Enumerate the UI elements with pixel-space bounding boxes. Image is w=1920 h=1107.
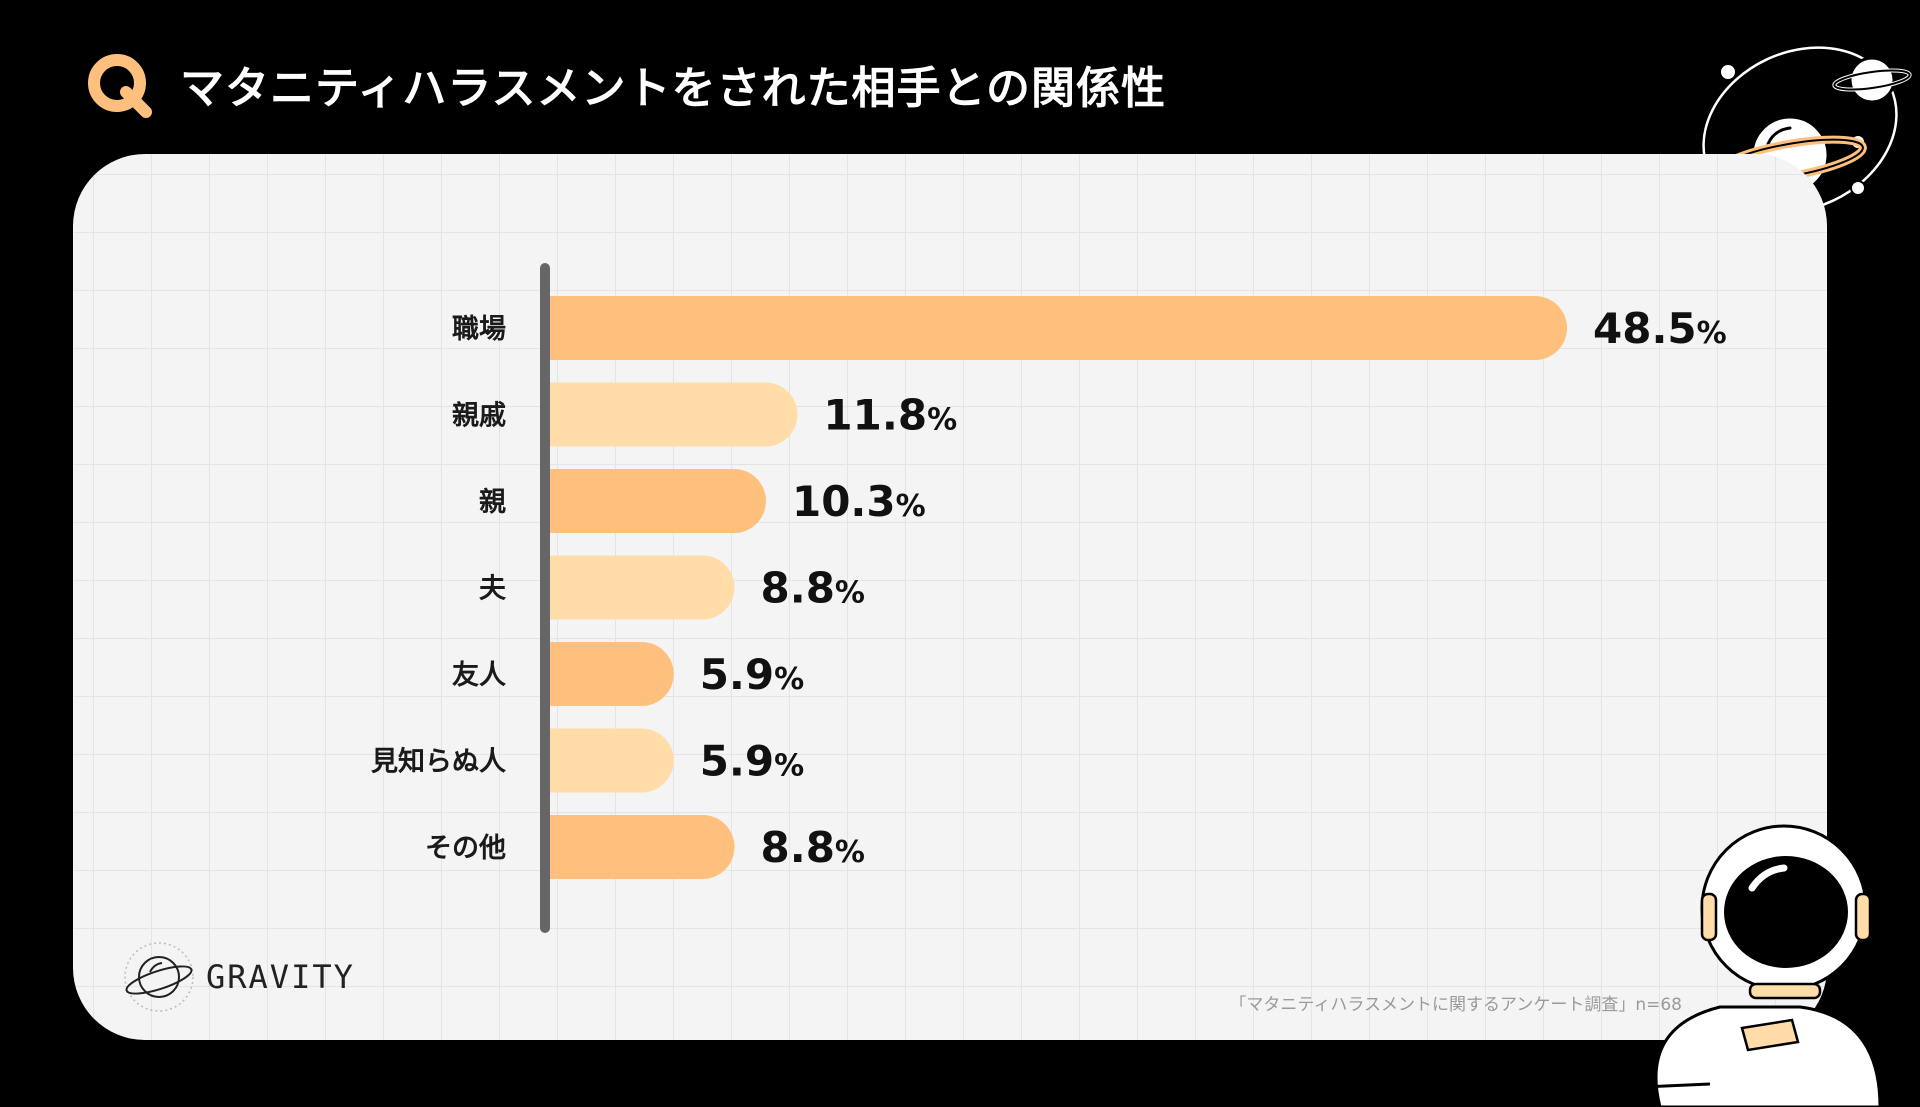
category-label-3: 夫 (479, 574, 507, 605)
planet-logo-icon (124, 942, 194, 1012)
value-label-2: 10.3% (792, 477, 926, 526)
category-label-2: 親 (479, 487, 506, 518)
value-label-0: 48.5% (1593, 304, 1727, 353)
bar-2 (550, 469, 766, 533)
bar-6 (550, 815, 735, 879)
bar-0 (550, 296, 1567, 360)
category-label-4: 友人 (452, 660, 506, 691)
brand-logo: GRAVITY (122, 940, 355, 1014)
value-label-4: 5.9% (700, 650, 804, 699)
bar-4 (550, 642, 674, 706)
value-label-5: 5.9% (700, 737, 804, 786)
value-label-6: 8.8% (761, 823, 865, 872)
category-label-5: 見知らぬ人 (371, 747, 506, 778)
q-badge-icon: Q (88, 54, 152, 118)
brand-name: GRAVITY (206, 958, 355, 996)
value-label-1: 11.8% (823, 391, 957, 440)
category-label-1: 親戚 (452, 401, 506, 432)
category-label-6: その他 (425, 833, 506, 864)
value-label-3: 8.8% (761, 564, 865, 613)
bar-3 (550, 555, 735, 620)
page-title: マタニティハラスメントをされた相手との関係性 (180, 63, 1167, 114)
bar-5 (550, 728, 674, 793)
bar-1 (550, 382, 798, 447)
astronaut-icon (1620, 824, 1882, 1107)
source-note: 「マタニティハラスメントに関するアンケート調査」n=68 (1229, 995, 1682, 1015)
category-label-0: 職場 (452, 314, 506, 345)
